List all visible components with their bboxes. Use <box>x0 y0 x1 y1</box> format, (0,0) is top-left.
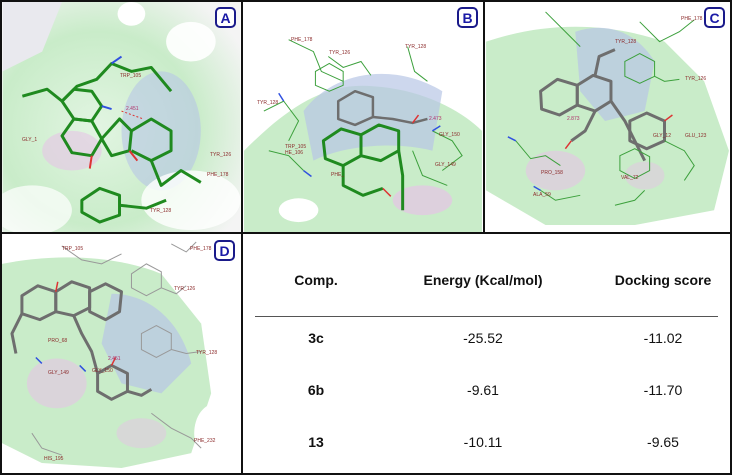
residue-label: TYR_128 <box>405 44 427 50</box>
row-energy: -25.52 <box>463 330 503 346</box>
residue-label: HE_106 <box>285 150 304 156</box>
row-comp: 3c <box>308 330 324 346</box>
residue-label: GLY_150 <box>92 368 113 374</box>
residue-label: GLY_1 <box>22 137 38 143</box>
docking-pose-c <box>486 2 730 232</box>
residue-label: TRP_105 <box>62 246 84 252</box>
hbond-distance: 2.451 <box>108 356 121 362</box>
docking-pose-b <box>244 2 482 232</box>
row-score: -11.70 <box>643 382 683 398</box>
row-comp: 13 <box>308 434 324 450</box>
residue-label: GLY_149 <box>435 162 456 168</box>
residue-label: PHE_178 <box>190 246 212 252</box>
hbond-distance: 2.473 <box>429 116 442 122</box>
residue-label: ALA_59 <box>533 192 551 198</box>
row-energy: -9.61 <box>467 382 499 398</box>
header-docking-score: Docking score <box>614 272 712 288</box>
residue-label: TYR_126 <box>685 76 707 82</box>
residue-label: PHE_178 <box>291 37 313 43</box>
header-divider <box>255 316 718 317</box>
residue-label: TRP_105 <box>120 73 142 79</box>
residue-label: PHE_232 <box>194 438 216 444</box>
panel-d: TRP_105 PHE_178 TYR_126 PRO_68 TYR_128 G… <box>0 232 243 475</box>
residue-label: GLY_12 <box>653 133 671 139</box>
residue-label: TYR_128 <box>257 100 279 106</box>
residue-label: TYR_126 <box>329 50 351 56</box>
residue-label: GLU_123 <box>685 133 707 139</box>
residue-label: TYR_128 <box>196 350 218 356</box>
docking-pose-d <box>2 234 241 473</box>
residue-label: TYR_128 <box>150 208 172 214</box>
panel-label-c: C <box>704 7 725 28</box>
residue-label: PHE_ <box>331 172 345 178</box>
residue-label: PRO_68 <box>48 338 68 344</box>
row-energy: -10.11 <box>463 434 503 450</box>
residue-label: TYR_126 <box>210 152 232 158</box>
row-comp: 6b <box>307 382 325 398</box>
panel-label-a: A <box>215 7 236 28</box>
residue-label: TYR_126 <box>174 286 196 292</box>
residue-label: PHE_178 <box>681 16 703 22</box>
residue-label: HIS_195 <box>44 456 64 462</box>
row-score: -11.02 <box>643 330 683 346</box>
residue-label: TRP_105 <box>285 144 307 150</box>
panel-b: PHE_178 TYR_126 TYR_128 TRP_105 HE_106 T… <box>241 0 485 234</box>
header-comp: Comp. <box>294 272 338 288</box>
hbond-distance: 2.873 <box>567 116 580 122</box>
docking-pose-a <box>2 2 241 232</box>
residue-label: GLY_149 <box>48 370 69 376</box>
panel-label-b: B <box>457 7 478 28</box>
residue-label: PRO_158 <box>541 170 563 176</box>
residue-label: VAL_72 <box>621 175 639 181</box>
header-energy: Energy (Kcal/mol) <box>423 272 543 288</box>
docking-results-table: Comp. Energy (Kcal/mol) Docking score 3c… <box>241 232 732 475</box>
panel-label-d: D <box>214 240 235 261</box>
hbond-distance: 2.451 <box>126 106 139 112</box>
residue-label: TYR_128 <box>615 39 637 45</box>
residue-label: GLY_150 <box>439 132 460 138</box>
residue-label: PHE_178 <box>207 172 229 178</box>
panel-a: TRP_105 GLY_1 PHE_178 TYR_126 TYR_128 2.… <box>0 0 243 234</box>
row-score: -9.65 <box>647 434 679 450</box>
panel-c: PHE_178 TYR_128 TYR_126 GLY_12 GLU_123 P… <box>483 0 732 234</box>
